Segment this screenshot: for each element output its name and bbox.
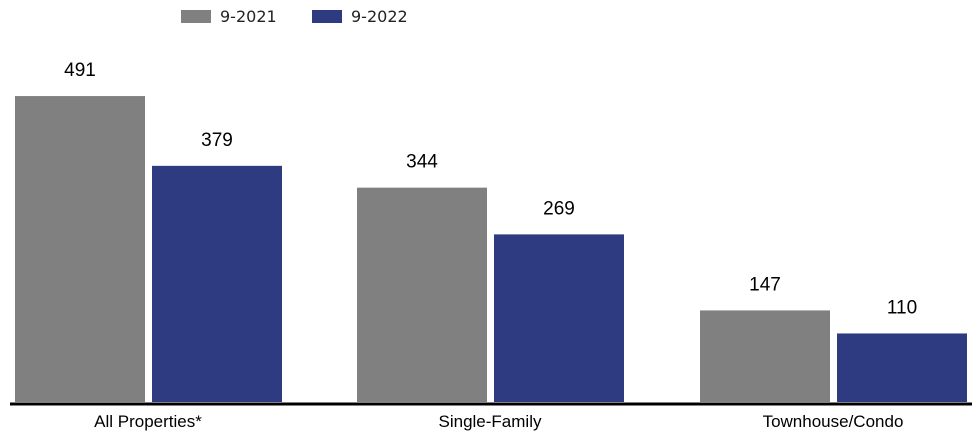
- legend-swatch-9-2022: [312, 10, 342, 23]
- category-label-townhouse-condo: Townhouse/Condo: [763, 412, 904, 431]
- bar-townhouse-condo-9-2021: [700, 310, 830, 402]
- legend-swatch-9-2021: [181, 10, 211, 23]
- category-label-all-properties: All Properties*: [94, 412, 202, 431]
- bar-all-properties-9-2022: [152, 165, 282, 402]
- bars-group: [15, 96, 967, 403]
- value-label-single-family-9-2021: 344: [406, 152, 438, 173]
- bar-townhouse-condo-9-2022: [837, 333, 967, 402]
- value-label-townhouse-condo-9-2022: 110: [887, 297, 917, 318]
- legend-label-9-2022: 9-2022: [351, 7, 408, 26]
- value-labels-group: 491 344 147 379 269 110: [64, 60, 917, 318]
- legend: 9-2021 9-2022: [181, 7, 408, 26]
- legend-label-9-2021: 9-2021: [220, 7, 277, 26]
- bar-single-family-9-2022: [494, 234, 624, 402]
- bar-single-family-9-2021: [357, 187, 487, 402]
- value-label-single-family-9-2022: 269: [543, 198, 575, 219]
- value-label-townhouse-condo-9-2021: 147: [749, 274, 781, 295]
- category-label-single-family: Single-Family: [439, 412, 542, 431]
- category-labels-group: All Properties* Single-Family Townhouse/…: [94, 412, 903, 431]
- bar-all-properties-9-2021: [15, 96, 145, 403]
- value-label-all-properties-9-2021: 491: [64, 60, 96, 81]
- value-label-all-properties-9-2022: 379: [201, 130, 233, 151]
